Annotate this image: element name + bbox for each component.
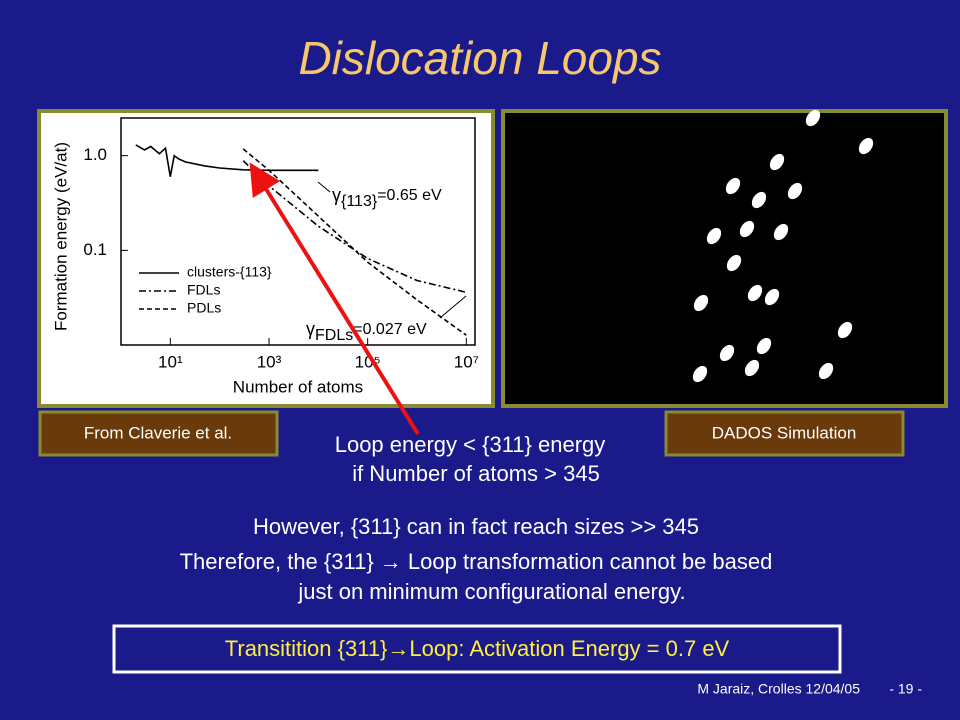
loop xyxy=(818,362,834,380)
annotation-arrow xyxy=(317,181,331,193)
legend-label: PDLs xyxy=(187,300,221,316)
x-tick-label: 10³ xyxy=(257,352,282,371)
loop xyxy=(787,182,803,200)
caption-box xyxy=(38,410,279,457)
loop xyxy=(805,109,821,127)
highlight-box xyxy=(112,624,842,674)
caption: DADOS Simulation xyxy=(712,423,857,442)
plot-frame xyxy=(37,109,495,408)
loop xyxy=(692,365,708,383)
caption: From Claverie et al. xyxy=(84,423,232,442)
body-text: just on minimum configurational energy. xyxy=(297,579,685,604)
annotation-text: =0.65 eV xyxy=(377,187,442,204)
plot-area xyxy=(120,117,476,346)
loop xyxy=(858,137,874,155)
slide-title: Dislocation Loops xyxy=(298,32,661,84)
loop xyxy=(739,220,755,238)
arrow xyxy=(249,162,420,436)
body-text: Therefore, the {311} → Loop transformati… xyxy=(180,549,773,574)
body-text: However, {311} can in fact reach sizes >… xyxy=(253,514,699,539)
y-tick-label: 1.0 xyxy=(83,145,107,164)
y-axis-label: Formation energy (eV/at) xyxy=(51,142,70,331)
annotation: γFDLs=0.027 eV xyxy=(306,319,427,344)
page-number: - 19 - xyxy=(889,681,922,697)
caption-box xyxy=(664,410,905,457)
legend-label: FDLs xyxy=(187,282,220,298)
x-axis-label: Number of atoms xyxy=(233,377,363,396)
loop xyxy=(769,153,785,171)
highlight: Transitition {311}→Loop: Activation Ener… xyxy=(225,636,730,661)
loop xyxy=(744,359,760,377)
simulation-image xyxy=(501,109,948,408)
note: if Number of atoms > 345 xyxy=(352,461,600,486)
annotation-arrow xyxy=(439,295,467,319)
loop xyxy=(837,321,853,339)
loop xyxy=(726,254,742,272)
note: Loop energy < {311} energy xyxy=(335,432,606,457)
loop xyxy=(756,337,772,355)
x-tick-label: 10⁷ xyxy=(454,352,479,371)
loop xyxy=(719,344,735,362)
y-tick-label: 0.1 xyxy=(83,240,107,259)
loop xyxy=(706,227,722,245)
series-line xyxy=(242,160,467,294)
loop xyxy=(773,223,789,241)
annotation: γ{113}=0.65 eV xyxy=(332,185,442,210)
loop xyxy=(751,191,767,209)
annotation-symbol: γ xyxy=(332,185,341,205)
annotation-text: =0.027 eV xyxy=(353,321,427,338)
loops xyxy=(692,109,874,383)
annotation-subscript: FDLs xyxy=(315,327,353,344)
annotation-subscript: {113} xyxy=(341,193,378,210)
loop xyxy=(693,294,709,312)
loop xyxy=(725,177,741,195)
annotation-symbol: γ xyxy=(306,319,315,339)
loop xyxy=(747,284,763,302)
x-tick-label: 10¹ xyxy=(158,352,183,371)
loop xyxy=(764,288,780,306)
legend-label: clusters-{113} xyxy=(187,264,272,280)
footer: M Jaraiz, Crolles 12/04/05 xyxy=(697,681,860,697)
